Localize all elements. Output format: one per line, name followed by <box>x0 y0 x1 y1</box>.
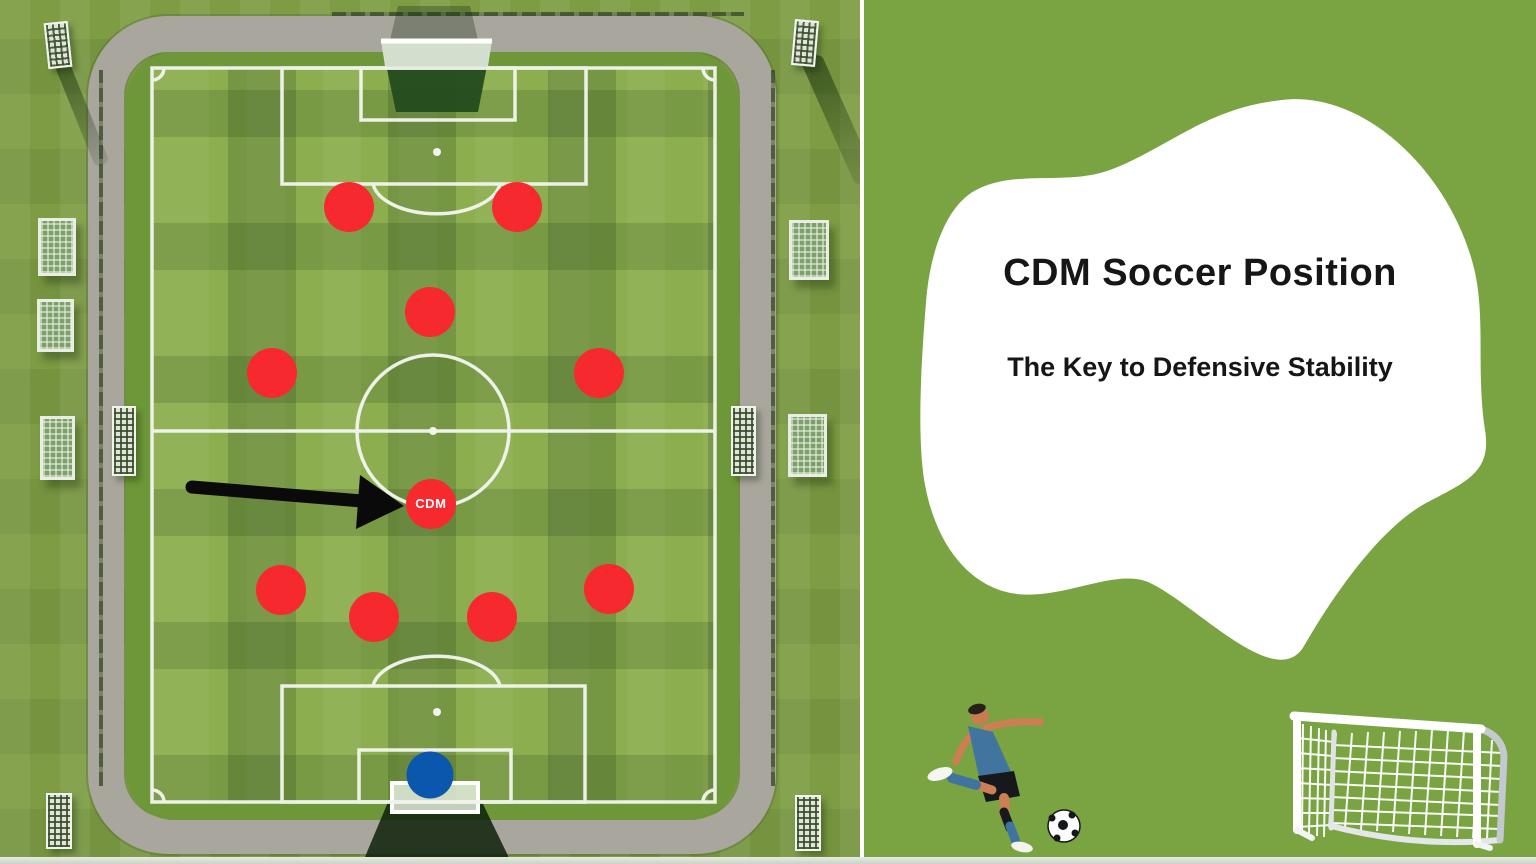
sign-bottom-left <box>46 793 72 849</box>
center-spot <box>429 427 437 435</box>
player-dot-outfield-1 <box>491 182 542 233</box>
player-dot-outfield-0 <box>324 182 375 233</box>
page-title: CDM Soccer Position <box>1003 252 1397 294</box>
cdm-arrow <box>185 475 404 529</box>
pitch-markings <box>150 6 717 864</box>
training-net <box>788 414 827 477</box>
right-fence <box>771 70 775 786</box>
portable-goal-right <box>731 406 756 476</box>
player-dot-outfield-3 <box>246 348 297 399</box>
top-goal-frame <box>381 40 492 66</box>
player-dot-outfield-7 <box>349 591 400 642</box>
goal-area-bottom <box>357 748 513 804</box>
training-net <box>789 220 829 280</box>
goal-area-top <box>359 66 517 122</box>
penalty-arc-top <box>371 183 502 216</box>
corner-arc <box>701 788 716 803</box>
pitch-grass-plaid <box>152 68 715 802</box>
portable-goal-left <box>112 406 136 476</box>
player-dot-goalkeeper-10 <box>406 751 454 799</box>
goal-illustration <box>1289 711 1508 851</box>
player-dot-cdm: CDM <box>405 478 456 529</box>
bottom-goal-net-shadow <box>362 802 512 864</box>
penalty-spot-bottom <box>433 708 441 716</box>
corner-arc <box>701 67 716 82</box>
page-subtitle: The Key to Defensive Stability <box>1007 352 1393 382</box>
canvas-bottom-edge <box>0 857 1536 864</box>
player-dot-outfield-8 <box>466 591 517 642</box>
corner-arc <box>151 67 166 82</box>
player-dot-outfield-4 <box>574 348 625 399</box>
top-goal-shadow <box>390 6 478 40</box>
cdm-dot-label: CDM <box>415 496 447 512</box>
penalty-arc-bottom <box>371 654 502 687</box>
goal-frame <box>1289 711 1508 851</box>
training-net <box>38 218 76 276</box>
player-dot-outfield-2 <box>405 286 455 337</box>
info-panel: CDM Soccer Position The Key to Defensive… <box>864 0 1536 864</box>
player-dot-outfield-6 <box>256 565 307 616</box>
left-fence <box>99 70 103 786</box>
soccer-ball-icon <box>1047 809 1081 843</box>
players-layer: CDM <box>246 182 634 799</box>
player-dot-outfield-9 <box>583 564 634 615</box>
title-blob <box>920 99 1487 660</box>
soccer-player-illustration <box>927 703 1081 853</box>
penalty-spot-top <box>433 148 441 156</box>
training-net <box>37 299 74 352</box>
goal-net <box>1296 723 1504 840</box>
player-figure <box>927 703 1044 853</box>
panel-divider <box>860 0 864 864</box>
sign-bottom-right <box>795 795 821 851</box>
training-net <box>40 416 75 480</box>
pitch-aerial-photo: CDM <box>0 0 860 864</box>
corner-arc <box>151 788 166 803</box>
top-fence <box>332 12 744 16</box>
